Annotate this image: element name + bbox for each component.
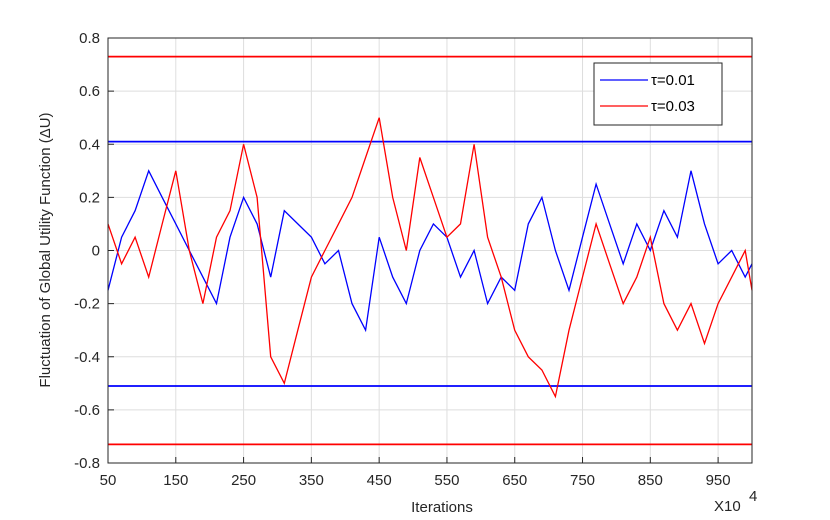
x-tick-label: 250 (231, 472, 256, 489)
y-tick-labels: -0.8 -0.6 -0.4 -0.2 0 0.2 0.4 0.6 0.8 (74, 30, 100, 472)
x-tick-label: 450 (367, 472, 392, 489)
y-tick-label: -0.8 (74, 455, 100, 472)
series-line-0 (107, 169, 753, 333)
x-axis-label: Iterations (411, 499, 473, 516)
bound-lines (108, 55, 752, 446)
legend: τ=0.01 τ=0.03 (593, 62, 723, 126)
y-tick-label: -0.4 (74, 349, 100, 366)
x-tick-label: 750 (570, 472, 595, 489)
y-tick-label: -0.6 (74, 402, 100, 419)
y-tick-label: 0.6 (79, 83, 100, 100)
x-tick-label: 650 (502, 472, 527, 489)
y-tick-label: 0.2 (79, 189, 100, 206)
x-tick-labels: 50 150 250 350 450 550 650 750 850 950 (100, 472, 731, 489)
x-tick-label: 550 (434, 472, 459, 489)
x-tick-label: 50 (100, 472, 117, 489)
x-multiplier-exponent: 4 (749, 488, 757, 505)
x-tick-label: 350 (299, 472, 324, 489)
x-tick-label: 850 (638, 472, 663, 489)
x-multiplier-label: X10 (714, 498, 741, 515)
x-tick-label: 150 (163, 472, 188, 489)
legend-label-tau-003: τ=0.03 (651, 98, 695, 115)
plot-frame (107, 37, 753, 464)
x-tick-label: 950 (706, 472, 731, 489)
y-axis-label: Fluctuation of Global Utility Function (… (37, 112, 54, 387)
legend-box (593, 62, 723, 126)
series-lines (107, 117, 753, 399)
legend-label-tau-001: τ=0.01 (651, 72, 695, 89)
series-line-1 (107, 117, 753, 399)
y-tick-label: -0.2 (74, 296, 100, 313)
y-tick-label: 0.8 (79, 30, 100, 47)
y-tick-label: 0 (92, 243, 100, 260)
y-tick-label: 0.4 (79, 136, 100, 153)
